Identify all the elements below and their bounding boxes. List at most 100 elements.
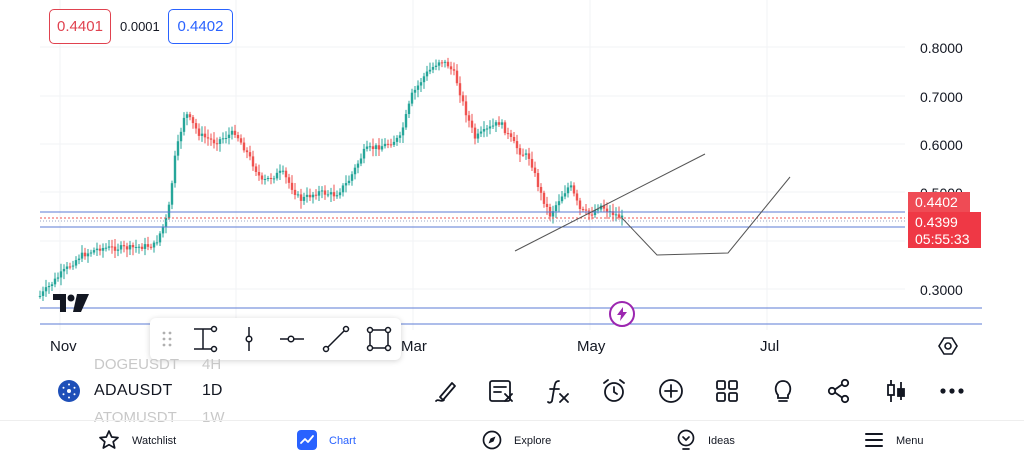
drag-handle-icon[interactable] <box>150 331 184 347</box>
candlestick-chart[interactable] <box>0 0 1024 360</box>
next-symbol-name[interactable]: ATOMUSDT <box>94 409 177 426</box>
next-symbol-timeframe[interactable]: 1W <box>202 409 225 426</box>
candle <box>206 137 210 139</box>
candle <box>173 155 177 184</box>
candle <box>407 103 411 115</box>
candle <box>212 139 216 144</box>
candle <box>50 284 54 287</box>
prev-symbol-name[interactable]: DOGEUSDT <box>94 356 180 373</box>
candle <box>194 123 198 129</box>
candle <box>443 61 447 63</box>
candle <box>536 173 540 187</box>
candle <box>446 61 450 67</box>
alarm-clock-icon[interactable] <box>599 376 629 406</box>
candle <box>485 128 489 130</box>
candle <box>164 217 168 227</box>
candle <box>410 92 414 104</box>
candle <box>527 153 531 159</box>
chart-settings-icon[interactable] <box>937 335 959 357</box>
vertical-line-tool-icon[interactable] <box>227 318 270 360</box>
candle <box>95 248 99 251</box>
timeframe-selector[interactable]: 1D <box>202 382 223 399</box>
candle <box>110 246 114 248</box>
candle <box>224 138 228 140</box>
candle <box>416 85 420 90</box>
candle <box>215 143 219 145</box>
candle <box>200 133 204 136</box>
candle <box>557 201 561 206</box>
candle <box>374 145 378 150</box>
horizontal-ray-tool-icon[interactable] <box>271 318 314 360</box>
candle <box>281 170 285 172</box>
candle <box>116 249 120 251</box>
candle <box>404 114 408 128</box>
candle <box>107 246 111 248</box>
tab-ideas[interactable]: Ideas <box>676 429 735 453</box>
candle <box>425 71 429 77</box>
candle <box>185 114 189 118</box>
candle <box>497 122 501 125</box>
candle <box>131 245 135 248</box>
price-axis-label: 0.6000 <box>920 137 963 153</box>
candle <box>464 101 468 116</box>
candle <box>614 214 618 216</box>
candle <box>272 178 276 180</box>
candle-style-icon[interactable] <box>881 376 911 406</box>
candle <box>533 167 537 174</box>
candle <box>248 152 252 157</box>
candle <box>83 252 87 257</box>
layouts-icon[interactable] <box>712 376 742 406</box>
prev-symbol-timeframe[interactable]: 4H <box>202 356 222 373</box>
rectangle-tool-icon[interactable] <box>358 318 401 360</box>
candle <box>368 146 372 148</box>
candle <box>269 177 273 179</box>
candle <box>605 208 609 212</box>
candle <box>389 144 393 146</box>
alert-list-icon[interactable] <box>486 376 516 406</box>
trend-line-tool-icon[interactable] <box>314 318 357 360</box>
candle <box>455 70 459 84</box>
flash-icon[interactable] <box>609 301 635 327</box>
plus-circle-icon[interactable] <box>656 376 686 406</box>
candle <box>74 260 78 266</box>
candle <box>104 247 108 249</box>
tab-chart[interactable]: Chart <box>297 429 356 453</box>
time-axis-label: Mar <box>401 338 427 355</box>
fx-icon[interactable] <box>543 376 573 406</box>
tab-watchlist[interactable]: Watchlist <box>98 429 176 453</box>
candle <box>128 245 132 250</box>
candle <box>467 115 471 121</box>
more-icon[interactable] <box>937 376 967 406</box>
candle <box>617 214 621 218</box>
idea-bulb-icon[interactable] <box>768 376 798 406</box>
candle <box>377 145 381 150</box>
candle <box>89 252 93 254</box>
tab-explore[interactable]: Explore <box>482 429 551 453</box>
share-icon[interactable] <box>824 376 854 406</box>
measure-tool-icon[interactable] <box>184 318 227 360</box>
candle <box>158 233 162 243</box>
candle <box>512 136 516 142</box>
candle <box>305 194 309 197</box>
candle <box>299 194 303 201</box>
candle <box>263 179 267 181</box>
candle <box>521 154 525 156</box>
symbol-name[interactable]: ADAUSDT <box>94 382 173 399</box>
candle <box>473 127 477 139</box>
candle <box>587 210 591 215</box>
bid-price-box[interactable]: 0.4401 <box>49 9 111 44</box>
pen-icon[interactable] <box>431 376 461 406</box>
bar-countdown: 05:55:33 <box>915 231 970 247</box>
ask-price-box[interactable]: 0.4402 <box>168 9 233 44</box>
chart-area[interactable]: 0.4401 0.0001 0.4402 0.8000 0.7000 0.600… <box>0 0 1024 360</box>
candle <box>251 156 255 167</box>
candle <box>191 117 195 124</box>
candle <box>620 215 624 218</box>
candle <box>134 247 138 249</box>
last-price-tag: 0.4399 05:55:33 <box>908 212 981 248</box>
candle <box>347 180 351 184</box>
candle <box>386 143 390 145</box>
tab-menu[interactable]: Menu <box>864 429 924 453</box>
candle <box>167 204 171 218</box>
compass-icon <box>482 430 502 453</box>
